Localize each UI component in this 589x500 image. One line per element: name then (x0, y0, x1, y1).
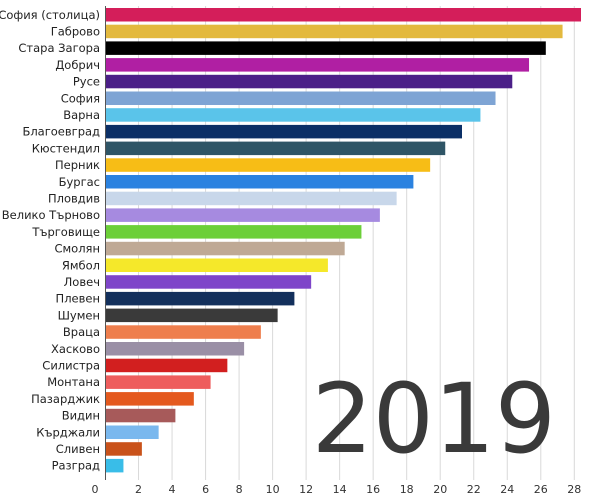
category-label: София (61, 91, 100, 105)
category-label: Видин (62, 409, 100, 423)
x-tick-label: 10 (266, 483, 280, 496)
bar (106, 375, 211, 389)
category-label: Бургас (59, 175, 100, 189)
category-label: Габрово (51, 24, 100, 38)
category-labels: София (столица) Габрово Стара Загора Добрич… (0, 8, 100, 473)
x-tick-label: 12 (299, 483, 313, 496)
bar (106, 58, 530, 72)
x-tick-label: 6 (202, 483, 209, 496)
category-label: Търговище (31, 225, 100, 239)
category-label: Шумен (58, 308, 100, 322)
bars (106, 8, 581, 473)
bar (106, 208, 380, 222)
category-label: София (столица) (0, 8, 100, 22)
bar (106, 158, 431, 172)
bar (106, 141, 446, 156)
bar (106, 325, 261, 339)
category-label: Велико Търново (2, 208, 100, 222)
category-label: Смолян (54, 242, 100, 256)
category-label: Силистра (42, 358, 100, 372)
bar (106, 425, 159, 439)
x-tick-label: 22 (467, 483, 481, 496)
bar (106, 392, 194, 406)
bar (106, 225, 362, 239)
category-label: Плевен (56, 292, 100, 306)
category-label: Ямбол (62, 258, 100, 272)
bar (106, 41, 546, 55)
bar (106, 24, 563, 39)
bar (106, 191, 397, 206)
category-label: Пловдив (48, 191, 100, 205)
category-label: Варна (63, 108, 100, 122)
category-label: Кърджали (36, 425, 100, 439)
bar (106, 275, 312, 289)
bar (106, 91, 496, 105)
category-label: Сливен (56, 442, 100, 456)
bar (106, 291, 295, 306)
x-tick-label: 16 (366, 483, 380, 496)
x-tick-label: 20 (433, 483, 447, 496)
bar (106, 108, 481, 122)
bar (106, 308, 278, 323)
x-tick-label: 28 (567, 483, 581, 496)
category-label: Перник (55, 158, 100, 172)
bar (106, 258, 328, 272)
x-tick-label: 0 (92, 483, 99, 496)
bar (106, 124, 462, 139)
x-tick-label: 8 (236, 483, 243, 496)
category-label: Враца (63, 325, 100, 339)
category-label: Русе (73, 75, 100, 89)
x-tick-label: 26 (534, 483, 548, 496)
category-label: Хасково (51, 342, 100, 356)
bar (106, 358, 228, 373)
x-tick-label: 14 (333, 483, 347, 496)
category-label: Разград (52, 459, 100, 473)
category-label: Кюстендил (32, 141, 100, 155)
bar (106, 8, 581, 22)
category-label: Пазарджик (31, 392, 100, 406)
x-tick-label: 18 (400, 483, 414, 496)
category-label: Монтана (47, 375, 100, 389)
category-label: Стара Загора (18, 41, 100, 55)
bar (106, 175, 414, 189)
category-label: Ловеч (64, 275, 100, 289)
bar (106, 442, 142, 456)
category-label: Добрич (55, 58, 100, 72)
bar (106, 342, 245, 356)
bar (106, 241, 345, 256)
x-tick-label: 2 (135, 483, 142, 496)
x-axis-ticks: 0 2 4 6 8 10 12 14 16 18 20 22 24 26 28 (92, 483, 582, 496)
bar (106, 74, 513, 89)
bar (106, 408, 176, 423)
x-tick-label: 4 (169, 483, 176, 496)
year-label: 2019 (312, 363, 556, 475)
x-tick-label: 24 (500, 483, 514, 496)
category-label: Благоевград (22, 125, 100, 139)
bar (106, 458, 124, 473)
